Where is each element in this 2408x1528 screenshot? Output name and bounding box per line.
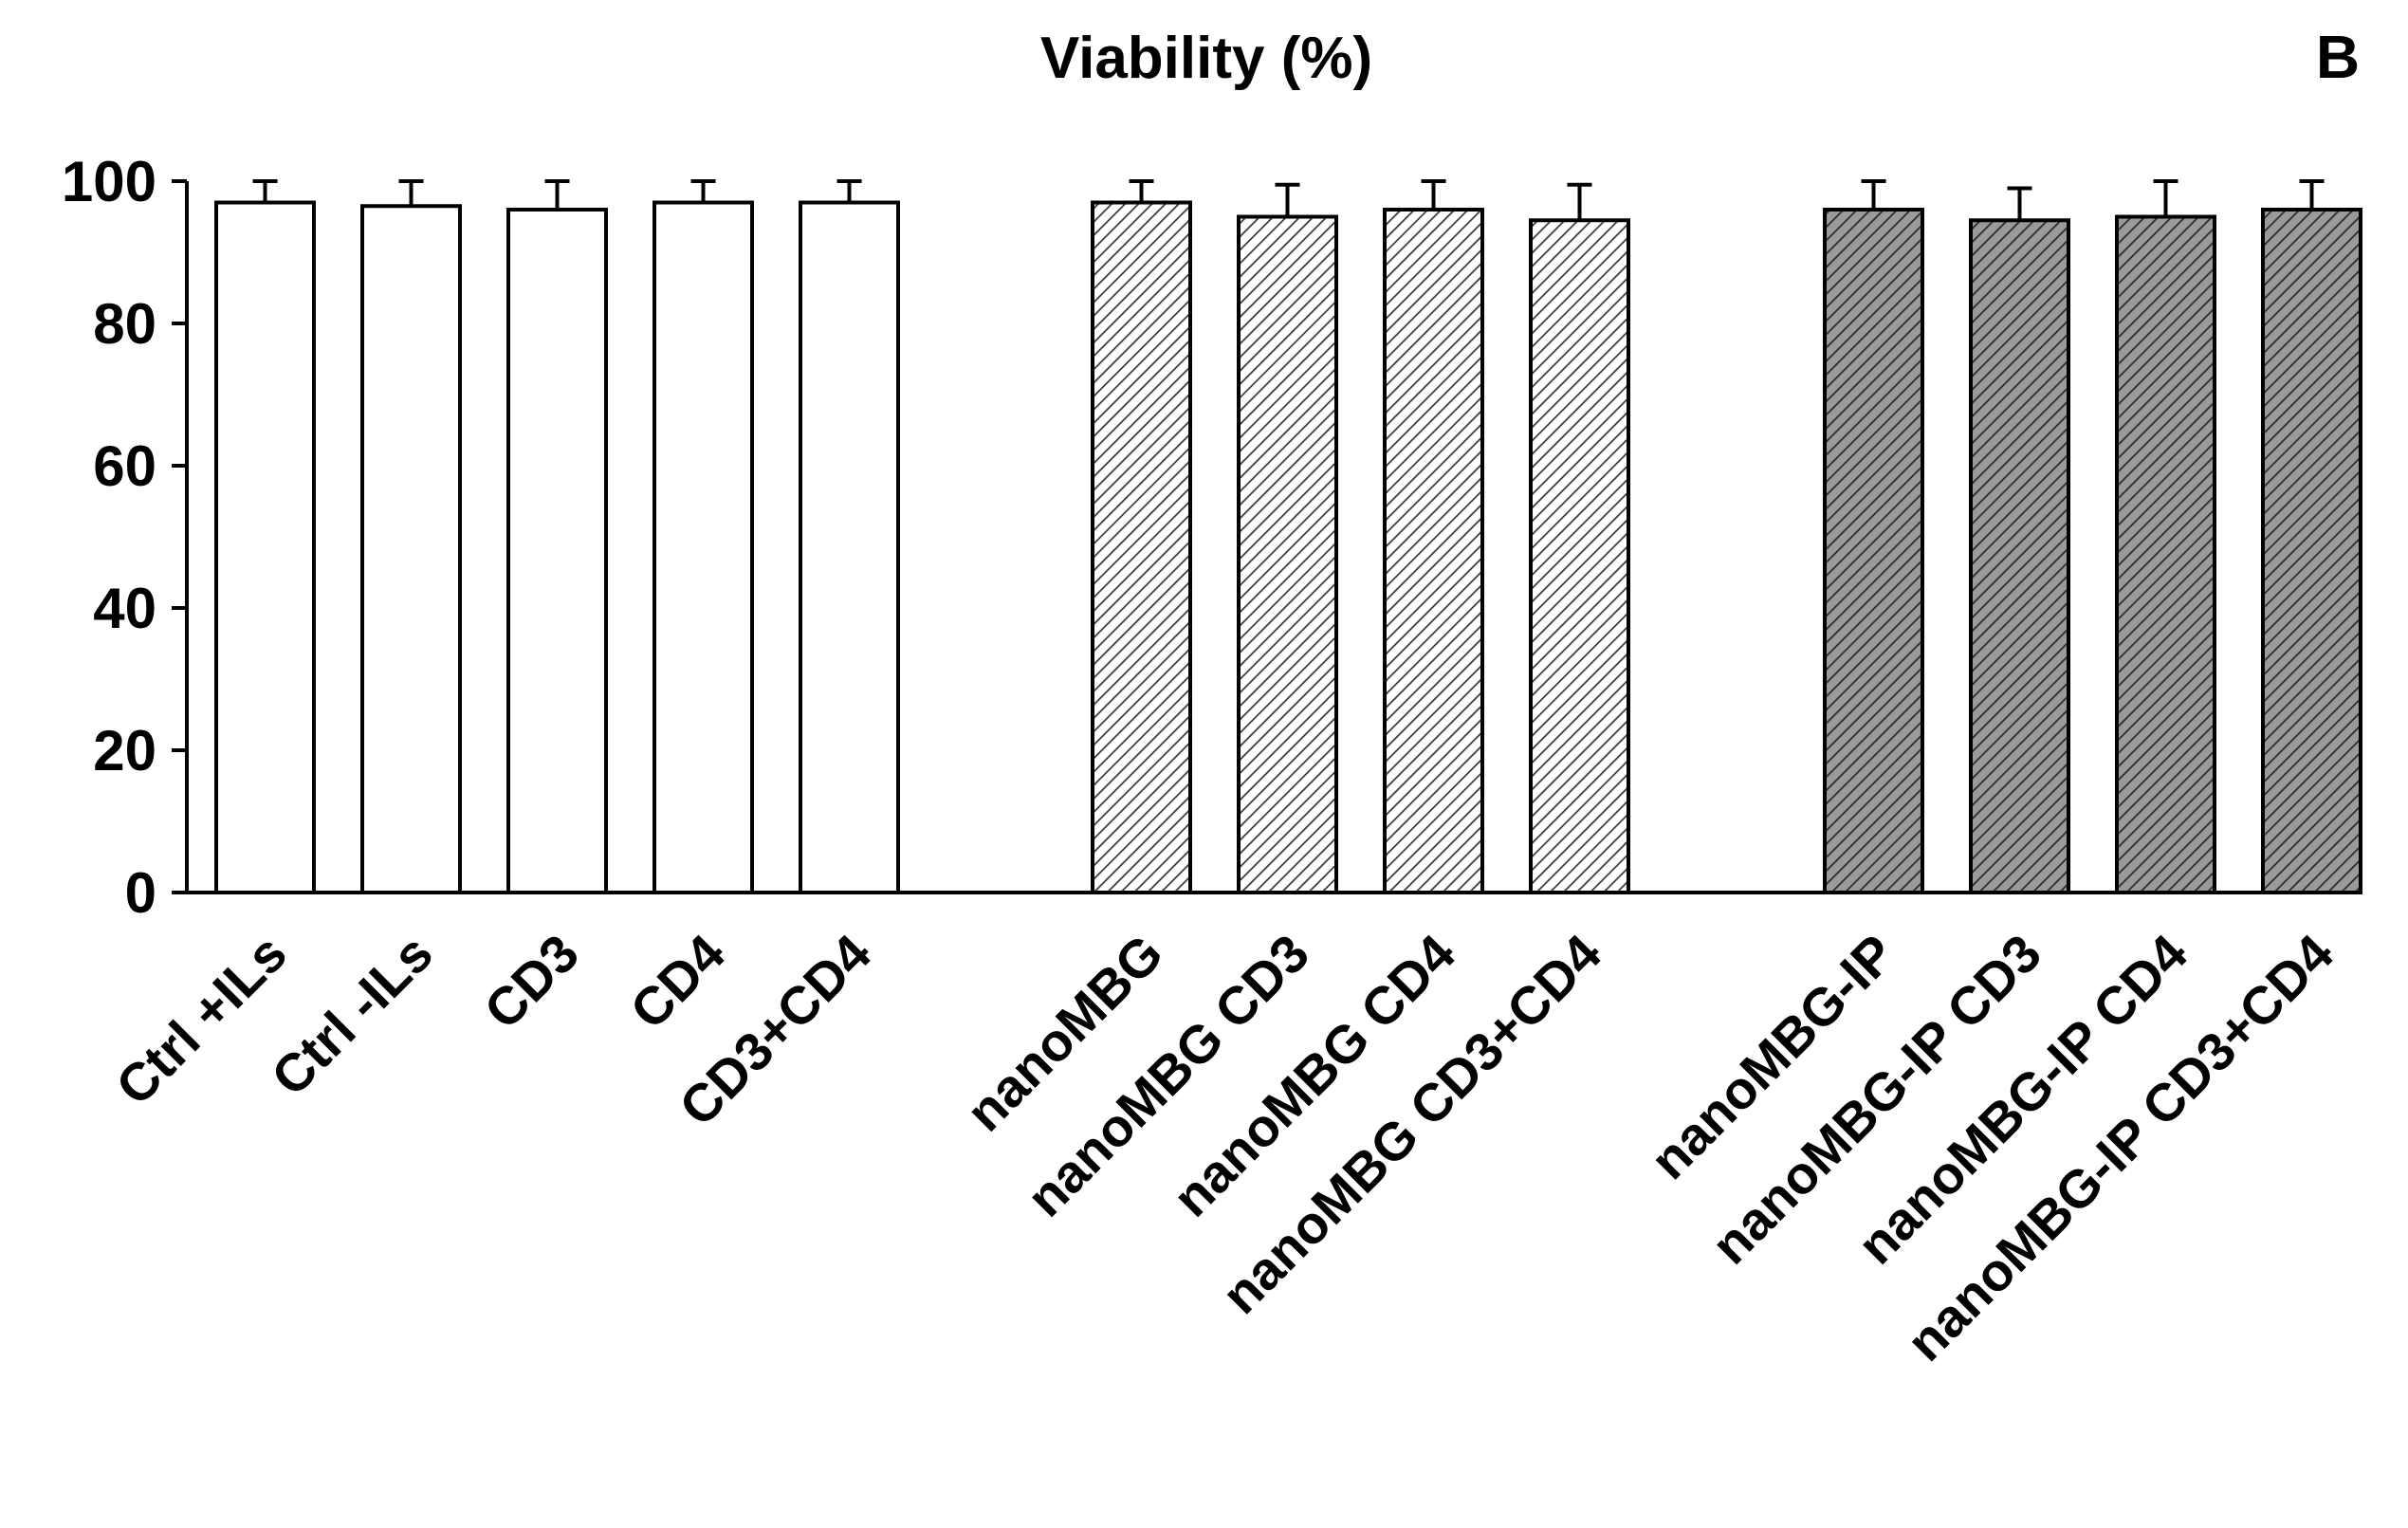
bar [1237,214,1338,894]
x-tick-label: CD4 [618,923,736,1040]
x-tick-label: Ctrl -ILs [260,923,444,1107]
bar [2115,214,2216,894]
bar [2261,208,2362,894]
y-tick-label: 20 [93,719,156,782]
bar [360,204,462,894]
panel-label: B [2316,23,2360,91]
y-tick-label: 100 [62,150,156,213]
bar [506,208,608,894]
y-tick-label: 0 [125,861,156,925]
y-tick-label: 60 [93,434,156,498]
chart-title: Viability (%) [1040,26,1372,91]
bar [1091,200,1192,894]
x-tick-label: CD3 [472,923,590,1040]
bar [653,200,754,894]
bar [1823,208,1924,894]
bar [1383,208,1484,894]
bar [1969,218,2070,894]
bar [799,200,900,894]
x-tick-label: Ctrl +ILs [104,923,298,1116]
bar [214,200,316,894]
y-tick-label: 40 [93,577,156,640]
bars [214,179,2362,894]
y-tick-label: 80 [93,292,156,356]
bar [1529,218,1630,894]
